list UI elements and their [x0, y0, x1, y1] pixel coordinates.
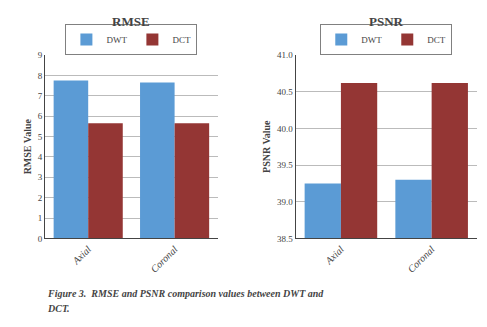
svg-text:38.5: 38.5 — [277, 234, 293, 244]
svg-text:40.5: 40.5 — [277, 87, 293, 97]
svg-text:RMSE: RMSE — [112, 14, 150, 29]
svg-text:0: 0 — [38, 234, 43, 244]
svg-text:DCT: DCT — [427, 35, 446, 45]
svg-text:4: 4 — [38, 152, 43, 162]
svg-text:Figure 3. RMSE and PSNR compa: Figure 3. RMSE and PSNR comparison value… — [47, 288, 324, 299]
svg-text:Coronal: Coronal — [405, 243, 436, 274]
svg-text:3: 3 — [38, 172, 43, 182]
svg-text:7: 7 — [38, 91, 43, 101]
svg-text:40.0: 40.0 — [277, 124, 293, 134]
svg-text:RMSE Value: RMSE Value — [22, 118, 33, 174]
svg-text:DCT.: DCT. — [47, 303, 70, 314]
svg-text:39.5: 39.5 — [277, 160, 293, 170]
svg-text:2: 2 — [38, 193, 43, 203]
svg-text:6: 6 — [38, 111, 43, 121]
svg-text:41.0: 41.0 — [277, 50, 293, 60]
svg-text:Coronal: Coronal — [148, 243, 179, 274]
svg-text:PSNR Value: PSNR Value — [261, 120, 272, 173]
svg-text:DWT: DWT — [361, 35, 382, 45]
svg-text:39.0: 39.0 — [277, 197, 293, 207]
svg-text:Axial: Axial — [70, 243, 94, 267]
svg-text:9: 9 — [38, 50, 43, 60]
svg-text:PSNR: PSNR — [369, 14, 404, 29]
svg-text:DWT: DWT — [106, 35, 127, 45]
svg-text:DCT: DCT — [172, 35, 191, 45]
svg-text:1: 1 — [38, 213, 43, 223]
svg-text:Axial: Axial — [322, 243, 346, 267]
svg-text:8: 8 — [38, 71, 43, 81]
svg-text:5: 5 — [38, 132, 43, 142]
